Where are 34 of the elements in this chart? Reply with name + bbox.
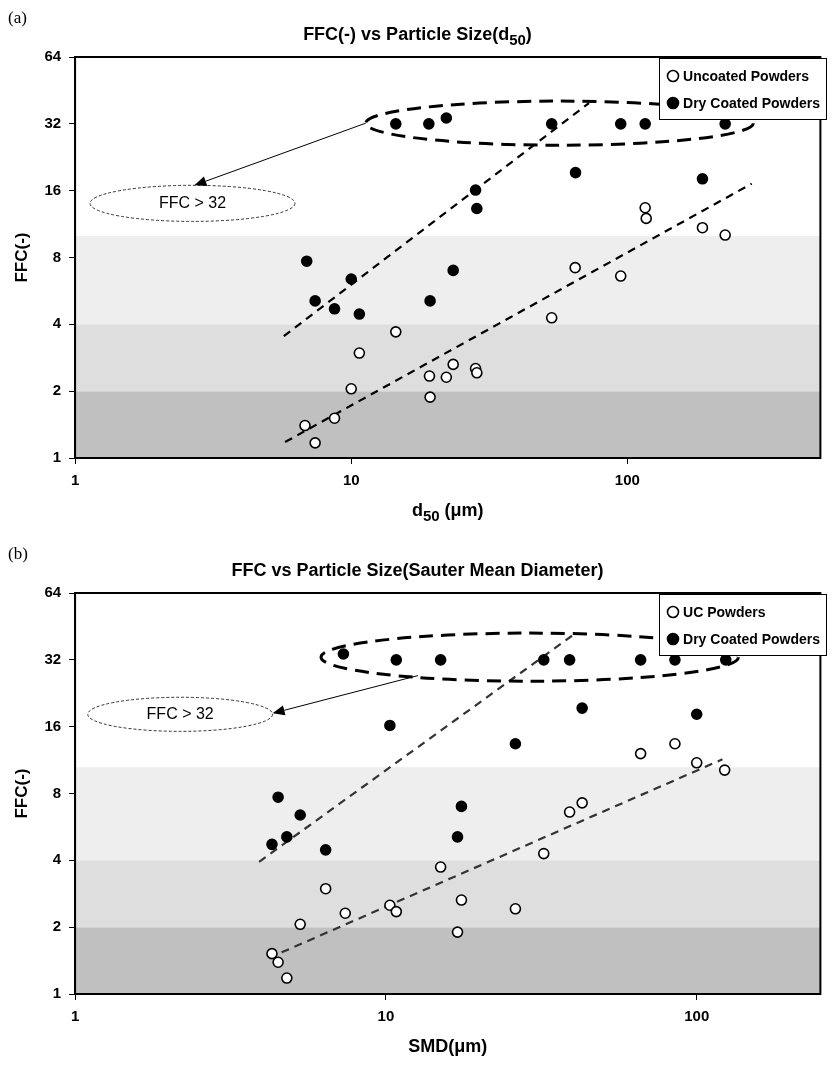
y-tick-label: 8 [52, 783, 62, 801]
legend-label: Uncoated Powders [683, 67, 810, 84]
y-tick-label: 8 [52, 247, 62, 265]
x-axis-title: d$_{50}$ (μm) [410, 500, 485, 524]
legend-label: Dry Coated Powders [683, 94, 820, 111]
y-tick-label: 4 [52, 314, 62, 332]
legend-label: Dry Coated Powders [683, 630, 820, 647]
y-tick-label: 64 [44, 583, 62, 601]
x-tick-label: 100 [614, 471, 640, 489]
x-tick-label: 1 [70, 471, 80, 489]
text: (b) [8, 544, 28, 564]
x-tick-label: 100 [684, 1007, 710, 1025]
chart-title: FFC(-) vs Particle Size(d$_{50}$) [303, 24, 532, 48]
legend-label: UC Powders [683, 603, 766, 620]
y-tick-label: 2 [52, 917, 62, 935]
y-axis-title: FFC(-) [11, 768, 31, 819]
annotation: FFC > 32 [145, 704, 215, 725]
y-tick-label: 16 [44, 180, 62, 198]
annotation: FFC > 32 [157, 193, 228, 214]
y-tick-label: 64 [44, 47, 62, 65]
y-tick-label: 4 [52, 850, 62, 868]
y-axis-title: FFC(-) [11, 232, 31, 283]
y-tick-label: 1 [52, 984, 62, 1002]
y-tick-label: 32 [44, 113, 62, 131]
y-tick-label: 32 [44, 649, 62, 667]
x-tick-label: 10 [377, 1007, 395, 1025]
y-tick-label: 1 [52, 448, 62, 466]
x-tick-label: 1 [70, 1007, 80, 1025]
y-tick-label: 2 [52, 381, 62, 399]
x-tick-label: 10 [342, 471, 360, 489]
chart-title: FFC vs Particle Size(Sauter Mean Diameter) [231, 560, 604, 580]
y-tick-label: 16 [44, 716, 62, 734]
x-axis-title: SMD(μm) [407, 1036, 489, 1057]
text: (a) [8, 8, 27, 28]
